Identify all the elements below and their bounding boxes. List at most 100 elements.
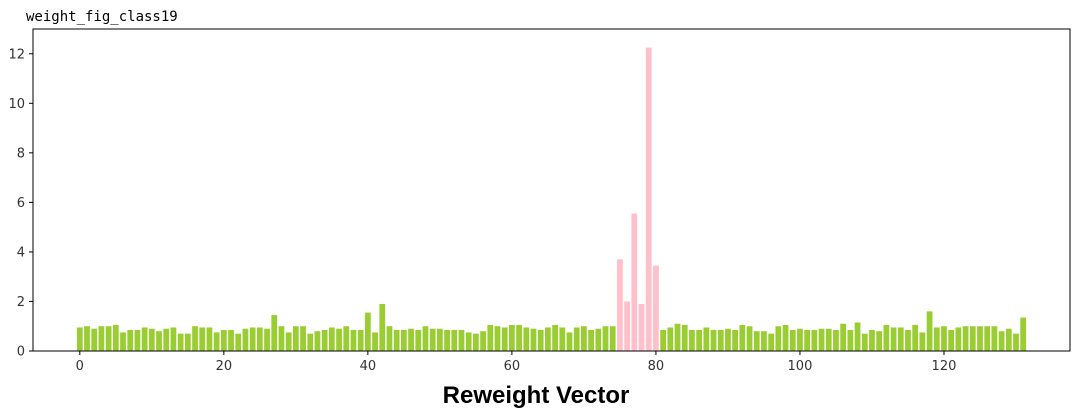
bar-55 [473,333,479,351]
bar-97 [775,326,782,351]
bar-109 [861,333,868,351]
bar-42 [379,303,386,351]
bar-29 [285,332,292,351]
bars-group [76,47,1027,351]
bar-92 [739,324,746,351]
bar-75 [617,259,623,351]
bar-48 [422,326,429,351]
bar-102 [811,329,818,351]
bar-60 [509,324,515,351]
bar-68 [566,332,573,351]
bar-82 [667,327,674,351]
bar-7 [127,329,134,351]
bar-38 [350,329,357,351]
y-tick-label: 6 [17,196,25,211]
bar-0 [76,327,83,351]
bar-17 [199,327,206,351]
bar-74 [609,326,616,351]
bar-47 [415,329,422,351]
bar-83 [674,323,681,351]
x-tick-label: 20 [216,359,233,374]
bar-131 [1020,317,1027,351]
bar-66 [552,324,558,351]
bar-73 [602,326,609,351]
bar-54 [465,332,472,351]
bar-99 [789,329,796,351]
bar-95 [761,331,767,351]
y-tick-label: 8 [17,146,25,161]
bar-105 [833,329,839,351]
bar-14 [177,333,184,351]
bar-39 [357,329,364,351]
bar-126 [984,326,991,351]
x-tick-label: 0 [76,359,84,374]
bar-113 [890,327,897,351]
bar-50 [437,328,443,351]
bar-30 [292,326,299,351]
bar-43 [386,326,393,351]
bar-80 [653,265,659,351]
bar-129 [1005,328,1012,351]
bar-111 [876,331,883,351]
bar-4 [105,326,112,351]
x-tick-label: 100 [788,359,813,374]
y-axis: 0 2 4 6 8 10 12 [8,47,33,360]
bar-85 [689,329,695,351]
bar-12 [163,328,170,351]
bar-32 [307,333,314,351]
bar-41 [372,332,378,351]
bar-3 [98,326,105,351]
bar-118 [926,311,933,351]
bar-119 [933,327,940,351]
bar-79 [645,47,652,351]
plot-frame [32,28,1071,352]
bar-70 [581,326,587,351]
bar-37 [343,326,350,351]
figure-title: weight_fig_class19 [26,9,178,25]
bar-110 [869,329,875,351]
y-tick-label: 10 [8,97,25,112]
bar-125 [977,326,983,351]
bar-128 [998,331,1005,351]
bar-106 [840,323,847,351]
y-tick-label: 2 [17,295,25,310]
bar-23 [242,328,249,351]
bar-101 [804,329,811,351]
bar-64 [537,329,544,351]
bar-44 [393,329,400,351]
bar-87 [703,327,710,351]
bar-34 [321,329,328,351]
bar-112 [883,324,890,351]
x-tick-label: 80 [648,359,665,374]
bar-130 [1013,333,1019,351]
bar-76 [624,301,630,351]
bar-90 [725,328,731,351]
x-tick-label: 60 [504,359,521,374]
bar-71 [588,329,594,351]
bar-24 [249,327,256,351]
bar-93 [746,326,753,351]
bar-40 [364,312,371,351]
bar-16 [192,326,198,351]
bar-28 [278,326,285,351]
bar-25 [256,327,263,351]
bar-31 [300,326,306,351]
bar-96 [768,333,775,351]
bar-11 [156,331,162,351]
bar-107 [847,329,854,351]
x-tick-label: 120 [932,359,957,374]
bar-78 [638,303,645,351]
x-tick-label: 40 [360,359,377,374]
bar-45 [400,329,407,351]
bar-58 [494,326,501,351]
bar-1 [84,326,90,351]
bar-53 [458,329,465,351]
chart-caption: Reweight Vector [443,382,630,409]
bar-19 [213,332,220,351]
bar-20 [220,329,227,351]
y-tick-label: 0 [17,345,25,360]
bar-8 [134,329,141,351]
bar-123 [962,326,969,351]
y-tick-label: 12 [8,47,25,62]
